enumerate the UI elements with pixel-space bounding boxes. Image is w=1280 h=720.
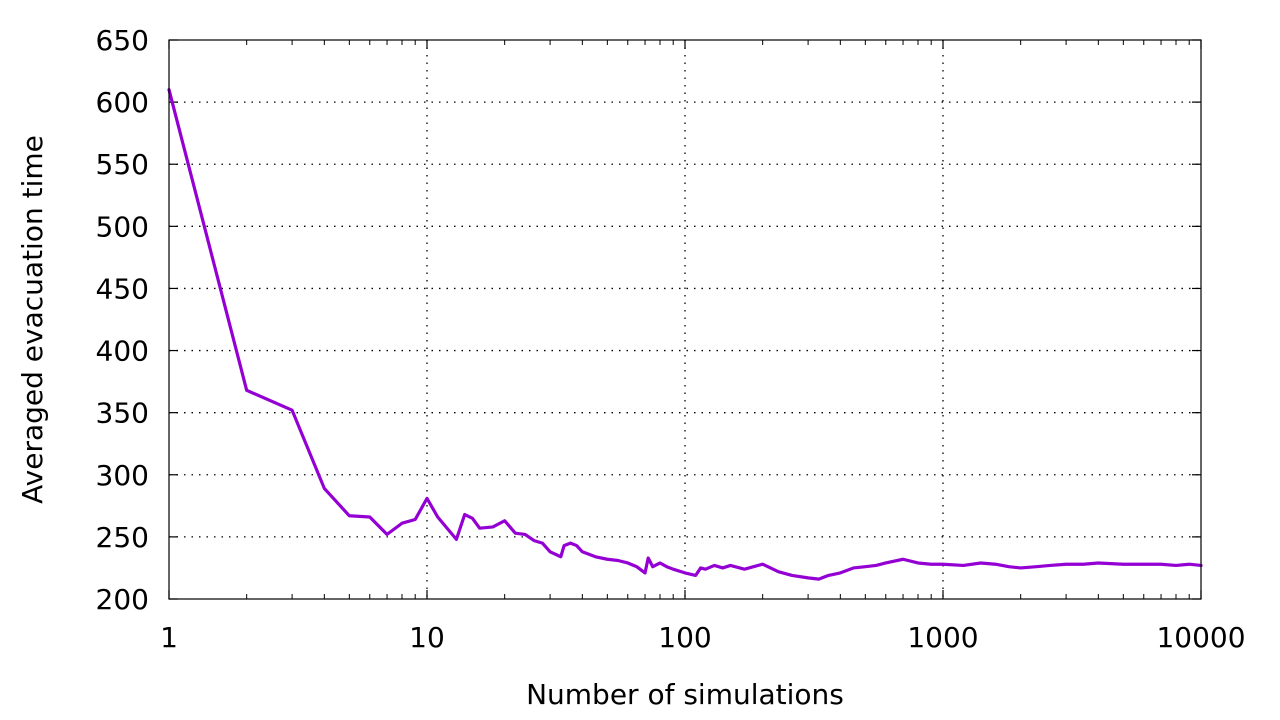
y-tick-label: 400 (96, 335, 149, 368)
y-tick-label: 550 (96, 148, 149, 181)
x-tick-label: 1000 (907, 621, 978, 654)
x-tick-label: 10 (409, 621, 445, 654)
y-tick-label: 450 (96, 272, 149, 305)
y-tick-label: 300 (96, 459, 149, 492)
y-tick-label: 500 (96, 210, 149, 243)
y-tick-label: 200 (96, 583, 149, 616)
x-axis-label: Number of simulations (526, 678, 844, 711)
grid (169, 40, 1201, 599)
y-tick-label: 350 (96, 397, 149, 430)
y-tick-label: 250 (96, 521, 149, 554)
x-tick-label: 1 (160, 621, 178, 654)
y-tick-label: 600 (96, 86, 149, 119)
series-line (167, 88, 1203, 581)
x-tick-label: 10000 (1156, 621, 1245, 654)
tick-labels: 200 250 300 350 400 450 500 550 600 650 1 10 100 1000… (96, 24, 1246, 654)
y-axis-label: Averaged evacuation time (16, 135, 49, 504)
y-tick-label: 650 (96, 24, 149, 57)
plot-frame (168, 39, 1202, 600)
series-layer (167, 88, 1203, 581)
x-tick-label: 100 (658, 621, 711, 654)
